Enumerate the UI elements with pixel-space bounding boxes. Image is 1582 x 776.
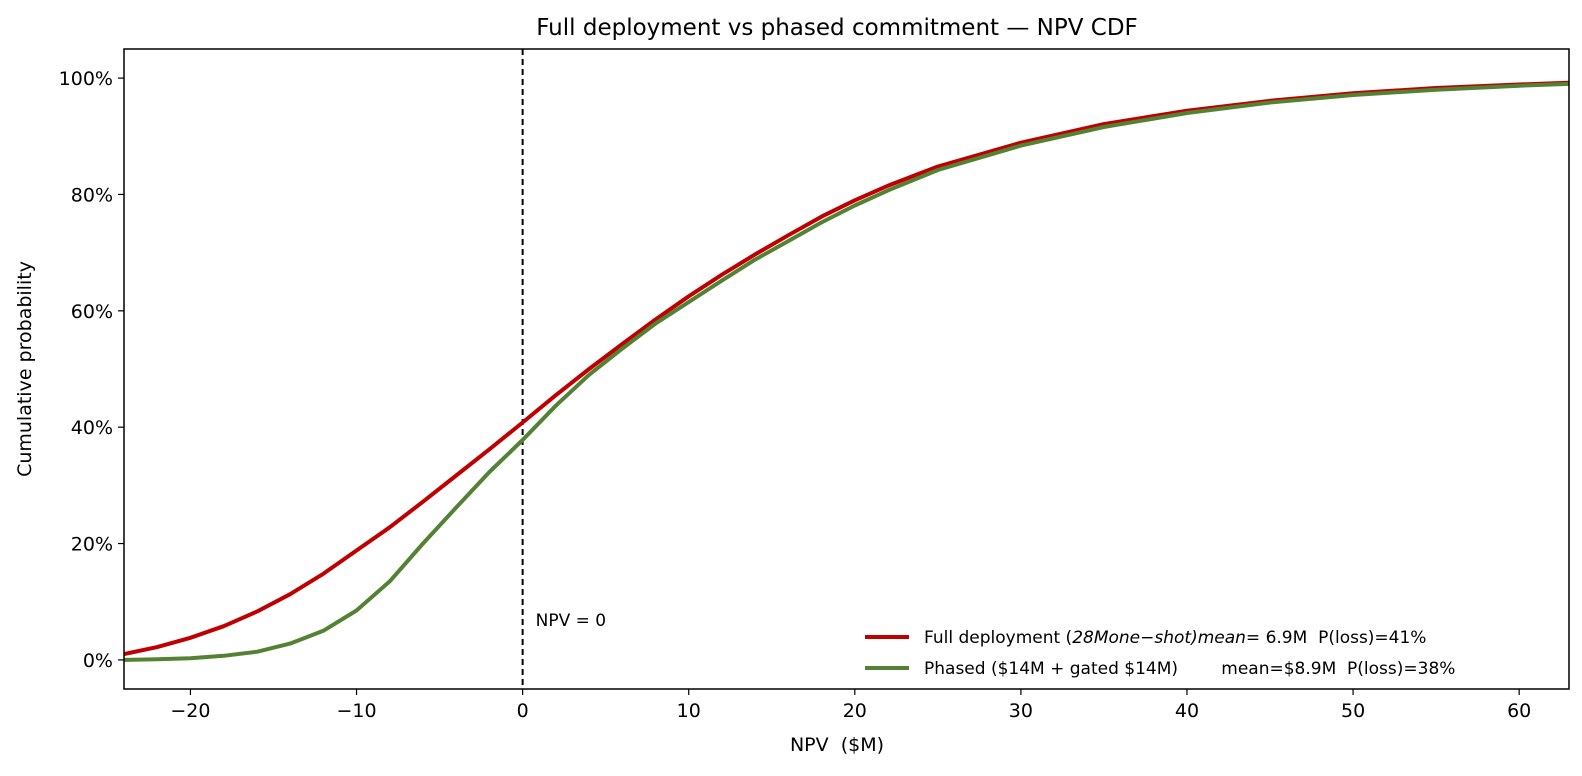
x-tick-label: −20 — [170, 700, 210, 722]
legend-label-full-deployment-math: 28Mone−shot)mean — [1072, 628, 1246, 648]
x-tick-label: 40 — [1175, 700, 1199, 722]
x-tick-label: 60 — [1507, 700, 1531, 722]
x-axis-title: NPV ($M) — [790, 734, 884, 756]
x-tick-label: 0 — [517, 700, 529, 722]
series-group — [124, 80, 1569, 662]
x-tick-label: 50 — [1341, 700, 1365, 722]
legend-label-full-deployment-rest: = 6.9M P(loss)=41% — [1246, 628, 1427, 648]
y-tick-label: 40% — [71, 417, 113, 439]
legend-label-phased: Phased ($14M + gated $14M) mean=$8.9M P(… — [924, 659, 1455, 679]
series-line-full-deployment — [124, 80, 1569, 657]
legend-label-full-deployment: Full deployment (28Mone−shot)mean= 6.9M … — [924, 628, 1426, 648]
x-tick-label: 30 — [1009, 700, 1033, 722]
npv-zero-annotation: NPV = 0 — [536, 611, 606, 631]
chart-legend: Full deployment (28Mone−shot)mean= 6.9M … — [865, 628, 1455, 679]
plot-area: NPV = 0 −20 −10 0 10 20 30 40 50 60 0% 20% 40% 60% 80%… — [59, 48, 1570, 722]
x-tick-label: 10 — [677, 700, 701, 722]
y-tick-label: 0% — [83, 650, 113, 672]
chart-title: Full deployment vs phased commitment — N… — [536, 15, 1138, 41]
y-tick-label: 20% — [71, 534, 113, 556]
y-tick-label: 100% — [59, 68, 113, 90]
y-tick-label: 60% — [71, 301, 113, 323]
legend-label-full-deployment-plain: Full deployment ( — [924, 628, 1072, 648]
series-line-phased — [124, 81, 1569, 662]
plot-frame — [123, 48, 1570, 690]
y-axis-title: Cumulative probability — [14, 261, 36, 477]
x-tick-label: 20 — [843, 700, 867, 722]
x-tick-label: −10 — [336, 700, 376, 722]
y-tick-label: 80% — [71, 184, 113, 206]
